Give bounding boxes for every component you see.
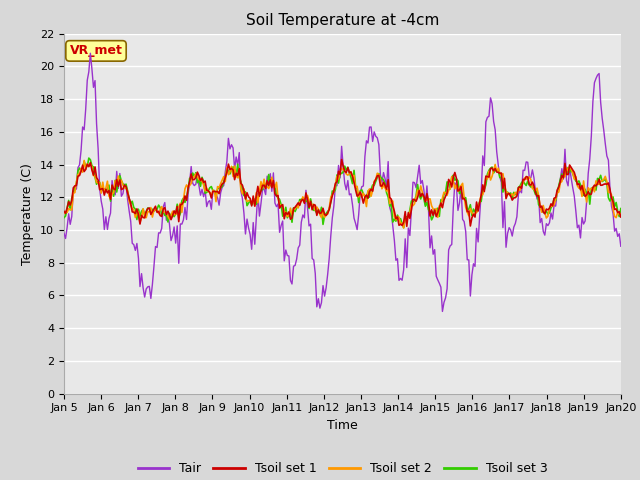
X-axis label: Time: Time [327,419,358,432]
Legend: Tair, Tsoil set 1, Tsoil set 2, Tsoil set 3: Tair, Tsoil set 1, Tsoil set 2, Tsoil se… [132,457,552,480]
Text: VR_met: VR_met [70,44,122,58]
Title: Soil Temperature at -4cm: Soil Temperature at -4cm [246,13,439,28]
Y-axis label: Temperature (C): Temperature (C) [22,163,35,264]
